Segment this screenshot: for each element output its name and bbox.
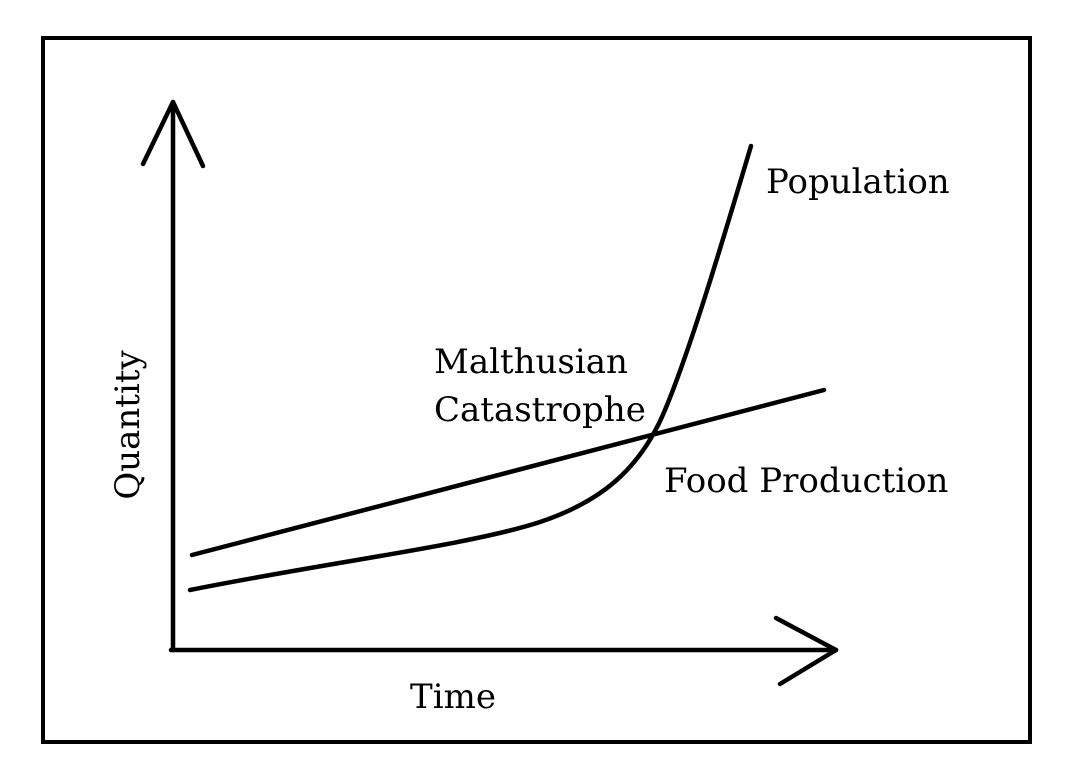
diagram-border bbox=[41, 36, 1032, 744]
y-axis-label: Quantity bbox=[108, 350, 148, 500]
y-axis-arrowhead bbox=[140, 99, 206, 169]
food-production-label: Food Production bbox=[664, 461, 948, 501]
population-label: Population bbox=[766, 162, 950, 202]
malthusian-catastrophe-label-line-1: Malthusian bbox=[434, 342, 628, 382]
malthusian-catastrophe-label-line-2: Catastrophe bbox=[434, 390, 646, 430]
population-curve bbox=[187, 143, 754, 593]
x-axis-label: Time bbox=[410, 677, 496, 717]
x-axis-arrowhead bbox=[773, 615, 839, 687]
food-production-line bbox=[189, 387, 827, 558]
